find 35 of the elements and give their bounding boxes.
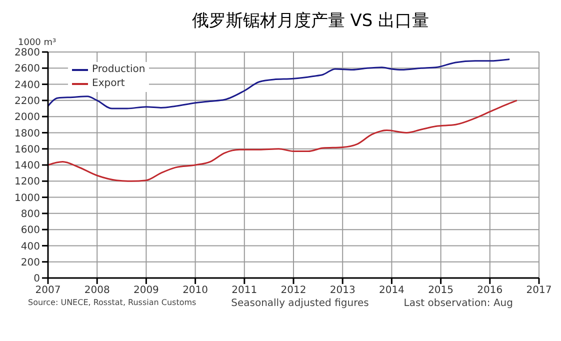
y-axis-title: 1000 m³	[18, 38, 56, 48]
x-tick-label: 2015	[428, 285, 454, 296]
y-tick-label: 1000	[14, 192, 40, 204]
x-tick-label: 2017	[526, 285, 552, 296]
x-tick-label: 2007	[35, 285, 61, 296]
y-tick-label: 1800	[14, 128, 40, 140]
x-tick-label: 2016	[477, 285, 503, 296]
x-tick-label: 2010	[182, 285, 208, 296]
y-tick-label: 1600	[14, 144, 40, 156]
line-series	[48, 100, 518, 182]
x-tick-label: 2011	[232, 285, 258, 296]
y-tick-label: 2400	[14, 80, 40, 91]
text: Last observation: Aug	[404, 298, 513, 309]
y-tick-label: 400	[20, 241, 40, 252]
x-tick-label: 2014	[378, 285, 404, 296]
y-tick-label: 800	[20, 208, 40, 220]
y-tick-label: 200	[20, 257, 40, 268]
y-tick-label: 2200	[14, 96, 40, 107]
source-note: Source: UNECE, Rosstat, Russian Customs	[28, 298, 196, 309]
y-tick-label: 2800	[14, 48, 40, 59]
y-tick-label: 600	[20, 225, 40, 236]
y-tick-label: 1200	[14, 176, 40, 188]
chart-title: 俄罗斯锯材月度产量 VS 出口量	[190, 10, 430, 33]
y-tick-label: 0	[34, 274, 40, 285]
line-series	[48, 58, 510, 110]
x-tick-label: 2008	[84, 285, 110, 296]
legend-label: Production	[92, 63, 146, 77]
x-tick-label: 2012	[280, 285, 306, 296]
y-tick-label: 2600	[14, 64, 40, 75]
y-tick-label: 1400	[14, 160, 40, 172]
legend-label: Export	[92, 77, 125, 91]
text: Seasonally adjusted figures	[231, 298, 369, 309]
x-tick-label: 2009	[133, 285, 159, 296]
x-tick-label: 2013	[330, 285, 356, 296]
y-tick-label: 2000	[14, 112, 40, 124]
